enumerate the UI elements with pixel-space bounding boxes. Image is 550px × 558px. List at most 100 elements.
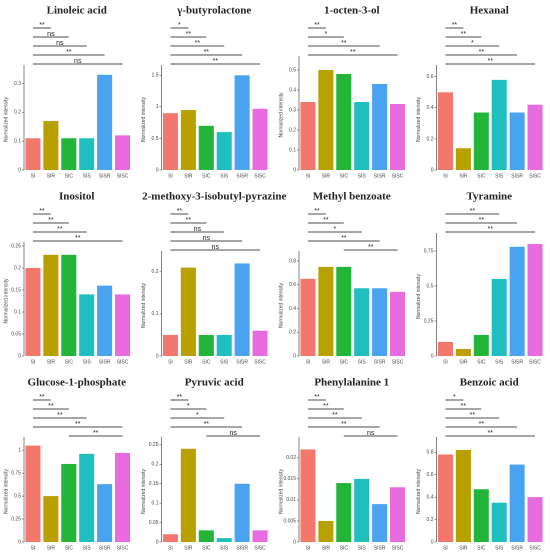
y-tick-label: 0.75	[424, 248, 434, 254]
y-tick-label: 0.1	[152, 500, 159, 506]
y-tick-label: 1	[18, 448, 21, 454]
x-tick-label: SISC	[254, 545, 266, 551]
x-tick-label: SI	[168, 173, 173, 179]
y-tick-label: 0.1	[14, 138, 21, 144]
y-tick-label: 0.5	[289, 67, 296, 73]
bar	[61, 463, 77, 542]
significance-label: ns	[74, 58, 82, 65]
bar	[216, 538, 232, 542]
bar	[354, 102, 370, 170]
x-tick-label: SISR	[236, 545, 248, 551]
significance-label: **	[39, 394, 45, 401]
significance-label: **	[488, 430, 494, 437]
x-tick-label: SIC	[477, 545, 486, 551]
significance-label: **	[204, 49, 210, 56]
x-tick-label: SIR	[459, 359, 468, 365]
significance-label: **	[66, 49, 72, 56]
y-tick-label: 0.5	[152, 136, 159, 142]
significance-label: ns	[212, 244, 220, 251]
bar	[455, 349, 471, 356]
x-tick-label: SIS	[495, 359, 504, 365]
x-tick-label: SIR	[47, 545, 56, 551]
bar	[43, 496, 59, 542]
y-tick-label: 0.25	[11, 243, 21, 249]
y-tick-label: 0.2	[152, 462, 159, 468]
bar	[43, 120, 59, 170]
y-tick-label: 0	[18, 353, 21, 359]
bar	[25, 138, 41, 170]
significance-label: **	[461, 403, 467, 410]
significance-label: **	[332, 412, 338, 419]
significance-label: **	[75, 421, 81, 428]
y-tick-label: 0	[18, 167, 21, 173]
bar	[509, 464, 525, 542]
bar	[180, 267, 196, 356]
significance-label: **	[186, 217, 192, 224]
bar	[527, 244, 543, 356]
x-tick-label: SISR	[99, 545, 111, 551]
y-tick-label: 0	[293, 539, 296, 545]
y-tick-label: 0.5	[427, 283, 434, 289]
bar	[300, 449, 316, 542]
bar	[115, 294, 131, 356]
chart-title: Inositol	[59, 191, 94, 203]
y-tick-label: 0.4	[289, 306, 296, 312]
y-axis-label: Normalized intensity	[3, 96, 9, 142]
x-tick-label: SIR	[184, 173, 193, 179]
significance-label: **	[57, 412, 63, 419]
significance-label: **	[350, 49, 356, 56]
y-tick-label: 0.005	[283, 518, 296, 524]
x-tick-label: SISC	[529, 173, 541, 179]
chart-title: Glucose-1-phosphate	[28, 377, 127, 389]
bar	[234, 483, 250, 542]
significance-label: *	[453, 394, 456, 401]
bar	[97, 285, 113, 356]
bar	[234, 263, 250, 356]
x-tick-label: SIS	[83, 359, 92, 365]
x-tick-label: SIR	[459, 545, 468, 551]
y-tick-label: 0.1	[289, 147, 296, 153]
x-tick-label: SIC	[65, 545, 74, 551]
y-axis-label: Normalized intensity	[278, 92, 284, 138]
significance-label: **	[48, 217, 54, 224]
bar	[25, 445, 41, 542]
y-tick-label: 0.15	[149, 481, 159, 487]
y-tick-label: 0.3	[289, 107, 296, 113]
y-tick-label: 0.2	[14, 110, 21, 116]
x-tick-label: SIS	[495, 173, 504, 179]
significance-label: **	[479, 421, 485, 428]
y-tick-label: 0.4	[427, 494, 434, 500]
bar	[216, 334, 232, 356]
x-tick-label: SIC	[340, 359, 349, 365]
bar	[318, 70, 334, 170]
bar	[527, 497, 543, 542]
x-tick-label: SIC	[340, 173, 349, 179]
x-tick-label: SISR	[511, 359, 523, 365]
x-tick-label: SIR	[184, 359, 193, 365]
bar	[336, 266, 352, 356]
x-tick-label: SISC	[117, 173, 129, 179]
bar	[509, 112, 525, 170]
x-tick-label: SIS	[220, 545, 229, 551]
bar	[437, 342, 453, 356]
x-tick-label: SISC	[117, 359, 129, 365]
chart-title: Hexanal	[470, 5, 509, 17]
x-tick-label: SISC	[392, 545, 404, 551]
bar	[372, 84, 388, 170]
significance-label: **	[341, 421, 347, 428]
y-tick-label: 0.05	[11, 331, 21, 337]
x-tick-label: SIS	[358, 359, 367, 365]
y-tick-label: 0	[293, 353, 296, 359]
y-tick-label: 0.6	[289, 282, 296, 288]
x-tick-label: SIR	[184, 545, 193, 551]
x-tick-label: SI	[168, 545, 173, 551]
y-axis-label: Normalized intensity	[278, 468, 284, 514]
significance-label: **	[177, 208, 183, 215]
x-tick-label: SISR	[374, 173, 386, 179]
bar	[354, 288, 370, 356]
bar	[79, 138, 95, 170]
significance-label: **	[488, 58, 494, 65]
x-tick-label: SI	[306, 359, 311, 365]
significance-label: **	[213, 58, 219, 65]
